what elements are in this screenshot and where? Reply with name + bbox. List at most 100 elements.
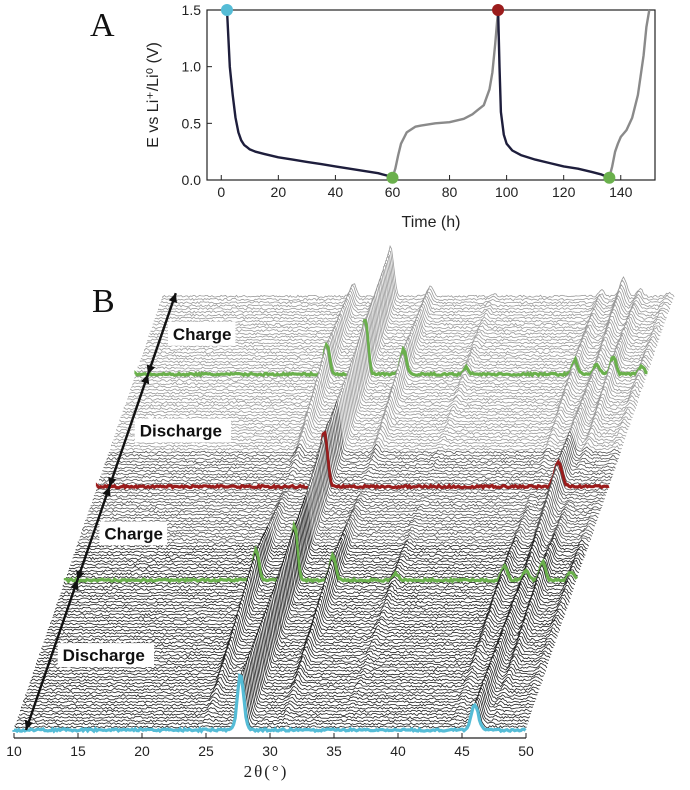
scan-line — [19, 662, 531, 717]
waterfall-traces — [12, 245, 675, 734]
scan-line — [131, 332, 644, 389]
scan-line — [55, 555, 568, 610]
two-theta-tick-label: 30 — [262, 743, 278, 759]
scan-fill — [162, 246, 675, 301]
scan-line — [92, 444, 605, 501]
scan-line — [32, 622, 545, 676]
scan-line — [28, 633, 541, 688]
scan-line — [70, 512, 583, 567]
y-tick-label: 1.5 — [182, 2, 202, 18]
y-axis-label: E vs Li⁺/Li⁰ (V) — [145, 42, 162, 148]
phase-label-bg — [167, 321, 236, 346]
phase-arrow-head — [76, 570, 85, 581]
scan-line — [66, 522, 579, 579]
phase-arrow-head — [24, 720, 34, 730]
plot-frame — [206, 9, 656, 181]
scan-line — [110, 396, 622, 451]
scan-line — [69, 515, 582, 570]
panel-a-label: A — [90, 7, 115, 44]
scan-line — [157, 262, 670, 314]
scan-line — [83, 477, 596, 530]
scan-line — [61, 535, 574, 592]
scan-line — [57, 549, 570, 604]
panel-b-waterfall: 10 15 20 25 30 35 40 45 50 DischargeChargeDischa… — [6, 245, 675, 781]
phase-arrow-head — [146, 364, 156, 375]
scan-line — [160, 253, 673, 305]
scan-line — [127, 347, 640, 402]
x-tick-label: 80 — [442, 184, 458, 200]
x-tick-label: 140 — [609, 184, 633, 200]
phase-arrows: Discharge Charge Discharge Charge — [24, 292, 236, 731]
phase-label-charge: Charge — [173, 325, 232, 344]
highlighted-scan — [12, 673, 527, 734]
phase-label-discharge: Discharge — [140, 421, 222, 440]
two-theta-tick-label: 50 — [518, 743, 534, 759]
phase-arrow-shaft — [146, 292, 177, 375]
scan-line — [107, 403, 620, 458]
scan-line — [72, 505, 585, 561]
charge-curve-1 — [391, 9, 500, 179]
scan-line — [86, 465, 599, 520]
state-marker — [386, 171, 399, 184]
scan-line — [71, 509, 584, 564]
scan-line — [96, 434, 609, 492]
scan-line — [53, 561, 566, 617]
phase-arrow-shaft — [108, 373, 150, 488]
y-tick-label: 1.0 — [182, 59, 202, 75]
scan-line — [142, 302, 655, 358]
scan-line — [59, 542, 572, 598]
scan-line — [48, 575, 561, 629]
x-tick-label: 20 — [271, 184, 287, 200]
scan-line — [162, 245, 675, 299]
phase-arrow-head — [168, 293, 177, 304]
state-marker — [220, 4, 233, 16]
scan-line — [46, 582, 559, 635]
scan-line — [136, 316, 649, 373]
scan-line — [98, 429, 611, 486]
scan-line — [68, 518, 581, 573]
charge-curve-3 — [608, 9, 651, 178]
two-theta-tick-label: 45 — [454, 743, 470, 759]
scan-line — [128, 342, 641, 398]
scan-line — [104, 412, 617, 467]
scan-line — [33, 619, 547, 673]
y-tick-label: 0.5 — [182, 115, 202, 131]
scan-line — [111, 394, 624, 448]
phase-arrow-shaft — [76, 486, 111, 581]
scan-line — [89, 455, 602, 511]
scan-line — [151, 277, 664, 330]
scan-line — [63, 520, 579, 584]
scan-line — [91, 447, 604, 504]
scan-line — [139, 307, 652, 364]
phase-label-bg — [99, 521, 168, 546]
scan-line — [20, 656, 533, 713]
scan-line — [100, 424, 613, 479]
scan-line — [85, 468, 598, 523]
scan-line — [45, 585, 558, 639]
phase-arrow-head — [108, 476, 117, 487]
scan-line — [62, 532, 575, 589]
two-theta-axis-label: 2θ(°) — [244, 762, 289, 781]
phase-arrow-head — [70, 580, 79, 591]
y-tick-label: 0.0 — [182, 172, 202, 188]
scan-line — [134, 322, 647, 380]
scan-line — [15, 669, 528, 726]
panel-a-markers — [220, 4, 616, 184]
scan-line — [95, 430, 610, 491]
discharge-curve-2 — [496, 9, 610, 179]
scan-line — [108, 400, 621, 454]
scan-line — [67, 520, 580, 576]
scan-line — [56, 553, 569, 607]
phase-label-bg — [57, 643, 155, 668]
scan-line — [103, 415, 616, 470]
panel-a-ticks: 0 20 40 60 80 100 120 140 0.0 0.5 1.0 1.5 — [182, 2, 633, 200]
scan-trace — [162, 245, 675, 301]
x-tick-label: 120 — [552, 184, 576, 200]
scan-line — [47, 578, 561, 632]
discharge-curve-0 — [225, 9, 393, 179]
scan-line — [106, 407, 619, 461]
scan-line — [44, 587, 557, 642]
phase-label-discharge: Discharge — [63, 646, 145, 665]
x-tick-label: 40 — [328, 184, 344, 200]
scan-line — [84, 473, 597, 526]
